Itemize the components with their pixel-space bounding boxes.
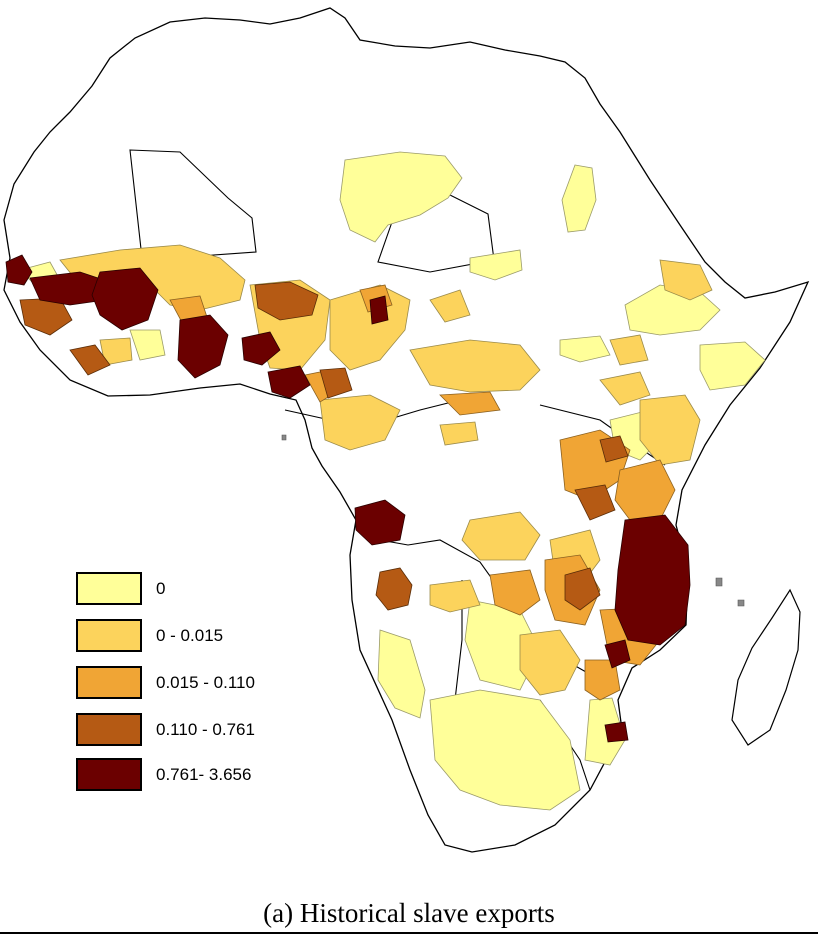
legend-swatch [76,619,142,652]
exports-class-1-regions [59,244,713,696]
legend-label: 0.110 - 0.761 [156,719,255,739]
islands [281,434,745,607]
legend-item: 0 [76,572,165,605]
legend-label: 0.761- 3.656 [156,764,252,784]
legend-swatch [76,758,142,791]
legend-swatch [76,666,142,699]
legend-label: 0 - 0.015 [156,625,224,645]
figure-caption: (a) Historical slave exports [263,898,555,928]
legend-swatch [76,572,142,605]
legend-item: 0 - 0.015 [76,619,223,652]
legend-item: 0.761- 3.656 [76,758,251,791]
madagascar-outline [731,588,801,746]
legend-swatch [76,713,142,746]
exports-class-3-regions [19,281,629,611]
legend-label: 0 [156,578,166,598]
legend-item: 0.110 - 0.761 [76,713,255,746]
exports-class-4-regions [5,254,691,743]
legend-item: 0.015 - 0.110 [76,666,255,699]
exports-class-0-regions [19,151,766,811]
legend-label: 0.015 - 0.110 [156,672,255,692]
africa-choropleth-map [3,7,810,853]
bottom-rule [0,932,818,934]
